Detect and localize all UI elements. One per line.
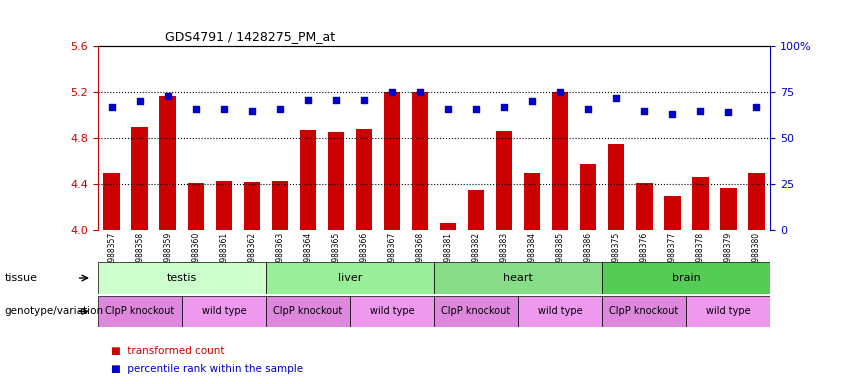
Text: ClpP knockout: ClpP knockout xyxy=(609,306,679,316)
Bar xyxy=(271,181,288,230)
Bar xyxy=(523,173,540,230)
Point xyxy=(301,96,315,103)
Point xyxy=(525,98,539,104)
Bar xyxy=(98,296,182,327)
Point xyxy=(161,93,174,99)
Bar xyxy=(266,296,350,327)
Bar xyxy=(384,92,400,230)
Point xyxy=(273,106,287,112)
Point xyxy=(469,106,483,112)
Bar xyxy=(215,181,232,230)
Bar xyxy=(98,262,266,294)
Bar xyxy=(748,173,764,230)
Point xyxy=(105,104,118,110)
Text: wild type: wild type xyxy=(369,306,414,316)
Bar xyxy=(580,164,597,230)
Bar xyxy=(328,132,345,230)
Bar xyxy=(636,183,653,230)
Bar xyxy=(131,127,148,230)
Text: wild type: wild type xyxy=(705,306,751,316)
Point xyxy=(414,89,427,95)
Text: tissue: tissue xyxy=(4,273,37,283)
Bar xyxy=(518,296,602,327)
Bar xyxy=(686,296,770,327)
Bar xyxy=(159,96,176,230)
Point xyxy=(217,106,231,112)
Text: ClpP knockout: ClpP knockout xyxy=(106,306,174,316)
Text: ■  percentile rank within the sample: ■ percentile rank within the sample xyxy=(111,364,303,374)
Point xyxy=(441,106,454,112)
Bar xyxy=(495,131,512,230)
Bar xyxy=(551,92,568,230)
Point xyxy=(553,89,567,95)
Point xyxy=(665,111,679,118)
Text: GDS4791 / 1428275_PM_at: GDS4791 / 1428275_PM_at xyxy=(165,30,335,43)
Point xyxy=(329,96,343,103)
Bar xyxy=(104,173,120,230)
Bar xyxy=(356,129,373,230)
Bar xyxy=(187,183,204,230)
Point xyxy=(189,106,203,112)
Point xyxy=(497,104,511,110)
Point xyxy=(386,89,399,95)
Bar xyxy=(412,92,428,230)
Bar xyxy=(467,190,484,230)
Point xyxy=(750,104,763,110)
Bar xyxy=(440,223,456,230)
Text: liver: liver xyxy=(338,273,363,283)
Text: genotype/variation: genotype/variation xyxy=(4,306,103,316)
Bar xyxy=(692,177,709,230)
Point xyxy=(722,109,735,116)
Text: testis: testis xyxy=(167,273,197,283)
Text: wild type: wild type xyxy=(538,306,582,316)
Text: brain: brain xyxy=(671,273,700,283)
Bar xyxy=(434,296,518,327)
Point xyxy=(357,96,371,103)
Point xyxy=(133,98,146,104)
Bar xyxy=(182,296,266,327)
Text: heart: heart xyxy=(503,273,533,283)
Point xyxy=(581,106,595,112)
Bar xyxy=(266,262,434,294)
Bar xyxy=(608,144,625,230)
Text: ClpP knockout: ClpP knockout xyxy=(273,306,343,316)
Point xyxy=(245,108,259,114)
Text: ■  transformed count: ■ transformed count xyxy=(111,346,224,356)
Bar xyxy=(602,296,686,327)
Bar xyxy=(350,296,434,327)
Bar xyxy=(720,188,736,230)
Bar xyxy=(664,196,681,230)
Point xyxy=(637,108,651,114)
Point xyxy=(694,108,707,114)
Text: ClpP knockout: ClpP knockout xyxy=(442,306,511,316)
Bar xyxy=(300,130,317,230)
Text: wild type: wild type xyxy=(202,306,246,316)
Bar xyxy=(243,182,260,230)
Bar xyxy=(434,262,602,294)
Point xyxy=(609,94,623,101)
Bar xyxy=(602,262,770,294)
